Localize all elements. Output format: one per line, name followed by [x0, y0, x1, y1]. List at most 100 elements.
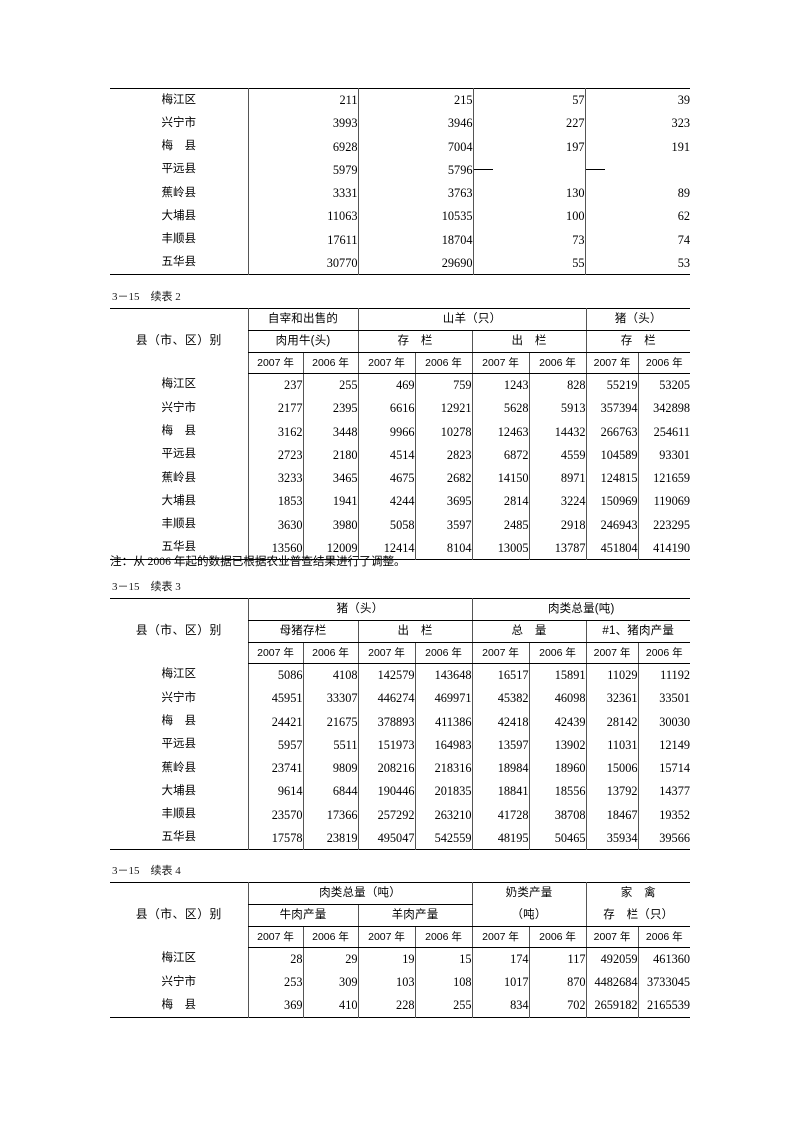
cell-value: 1853 — [247, 489, 303, 514]
cell-value: 2659182 — [585, 994, 639, 1018]
group-header-3-0: 猪（头） — [247, 598, 472, 621]
year-header-2006: 2006 年 — [302, 926, 358, 948]
cell-value: 255 — [414, 994, 473, 1018]
cell-value: 89 — [584, 181, 690, 205]
row-label: 五华县 — [161, 541, 197, 554]
cell-value: 197 — [472, 135, 585, 159]
cell-value — [472, 158, 585, 182]
cell-value: 24421 — [247, 710, 303, 734]
table-3: 县（市、区）别 猪（头） 肉类总量(吨) 母猪存栏 出 栏 总 量 #1、猪肉产… — [110, 598, 690, 850]
cell-value: 5796 — [357, 158, 473, 182]
group-header-4-0: 肉类总量（吨） — [247, 882, 473, 905]
cell-value: 13005 — [471, 536, 530, 560]
table-row: 蕉岭县 3233 3465 4675 2682 14150 8971 124815 121659 — [110, 466, 691, 490]
table-row: 丰顺县 3630 3980 5058 3597 2485 2918 246943 223295 — [110, 513, 691, 537]
table-2: 县（市、区）别 自宰和出售的 山羊（只） 猪（头） 肉用牛(头) 存 栏 出 栏… — [110, 308, 691, 560]
cell-value: 5628 — [471, 396, 530, 421]
cell-value: 2823 — [414, 443, 473, 467]
cell-value — [584, 158, 690, 182]
table-3-wrapper: 县（市、区）别 猪（头） 肉类总量(吨) 母猪存栏 出 栏 总 量 #1、猪肉产… — [110, 598, 690, 850]
cell-value: 309 — [302, 970, 358, 995]
year-header-2007: 2007 年 — [357, 642, 415, 664]
cell-value: 369 — [247, 994, 303, 1018]
stub-header-3: 县（市、区）别 — [135, 623, 222, 638]
cell-value: 3630 — [247, 513, 303, 537]
cell-value: 5979 — [247, 158, 358, 182]
year-header-2007: 2007 年 — [585, 926, 639, 948]
cell-value: 9809 — [302, 756, 358, 780]
sub-header-3-2: 总 量 — [471, 620, 586, 643]
cell-value: 3331 — [247, 181, 358, 205]
cell-value: 4244 — [357, 489, 416, 514]
table-row: 平远县 5957 5511 151973 164983 13597 13902 11031 12… — [110, 733, 690, 757]
cell-value: 6872 — [471, 443, 530, 467]
table-1-body: 梅江区 211 215 57 39 兴宁市 3993 3946 227 323 梅 县 6928 700… — [110, 88, 690, 275]
cell-value: 12414 — [357, 536, 416, 560]
stub-header-4: 县（市、区）别 — [135, 907, 222, 922]
cell-value: 12463 — [471, 420, 530, 444]
cell-value: 2165539 — [637, 994, 691, 1018]
year-header-2006: 2006 年 — [528, 352, 587, 374]
cell-value: 16517 — [471, 663, 529, 687]
table-1: 梅江区 211 215 57 39 兴宁市 3993 3946 227 323 梅 县 6928 700… — [110, 88, 690, 275]
sub-header-3-0: 母猪存栏 — [247, 620, 358, 643]
row-label: 梅江区 — [161, 93, 197, 106]
table-4-year-row: 2007 年 2006 年 2007 年 2006 年 2007 年 2006 年 2007… — [110, 926, 691, 948]
cell-value: 3448 — [302, 420, 359, 444]
cell-value: 39 — [584, 88, 690, 112]
table-4: 县（市、区）别 肉类总量（吨） 奶类产量 家 禽 牛肉产量 羊肉产量 （吨） 存… — [110, 882, 691, 1018]
dash-icon — [473, 169, 493, 171]
cell-value: 3465 — [302, 466, 359, 490]
cell-value: 30030 — [637, 710, 690, 734]
cell-value: 117 — [528, 947, 587, 971]
cell-value: 2395 — [302, 396, 359, 421]
cell-value: 4675 — [357, 466, 416, 490]
cell-value: 74 — [584, 228, 690, 252]
cell-value: 13792 — [585, 779, 638, 804]
row-label: 梅 县 — [161, 714, 197, 727]
cell-value: 5913 — [528, 396, 587, 421]
cell-value: 211 — [247, 88, 358, 112]
table-row: 平远县 2723 2180 4514 2823 6872 4559 104589 93301 — [110, 443, 691, 467]
cell-value: 3946 — [357, 111, 473, 136]
cell-value: 23570 — [247, 803, 303, 827]
cell-value: 23741 — [247, 756, 303, 780]
cell-value: 870 — [528, 970, 587, 995]
sub-header-4-0: 牛肉产量 — [247, 904, 358, 927]
table-row: 梅江区 5086 4108 142579 143648 16517 15891 11029 11… — [110, 663, 690, 687]
table-row: 梅江区 237 255 469 759 1243 828 55219 53205 — [110, 373, 691, 397]
cell-value: 151973 — [357, 733, 415, 757]
table-4-head: 县（市、区）别 肉类总量（吨） 奶类产量 家 禽 牛肉产量 羊肉产量 （吨） 存… — [110, 882, 691, 948]
table-row: 梅 县 6928 7004 197 191 — [110, 135, 690, 159]
cell-value: 13787 — [528, 536, 587, 560]
cell-value: 35934 — [585, 826, 638, 850]
cell-value: 33501 — [637, 686, 690, 711]
cell-value: 263210 — [414, 803, 472, 827]
cell-value: 3980 — [302, 513, 359, 537]
cell-value: 5957 — [247, 733, 303, 757]
cell-value: 191 — [584, 135, 690, 159]
cell-value: 2682 — [414, 466, 473, 490]
cell-value: 255 — [302, 373, 359, 397]
cell-value: 4514 — [357, 443, 416, 467]
cell-value: 2814 — [471, 489, 530, 514]
cell-value: 73 — [472, 228, 585, 252]
row-label: 梅 县 — [161, 424, 197, 437]
table-row: 梅 县 369 410 228 255 834 702 2659182 2165539 — [110, 994, 691, 1018]
row-label: 平远县 — [161, 163, 197, 176]
cell-value: 12009 — [302, 536, 359, 560]
cell-value: 12149 — [637, 733, 690, 757]
cell-value: 46098 — [528, 686, 586, 711]
cell-value: 13560 — [247, 536, 303, 560]
table-1-wrapper: 梅江区 211 215 57 39 兴宁市 3993 3946 227 323 梅 县 6928 700… — [110, 88, 690, 275]
row-label: 蕉岭县 — [161, 761, 197, 774]
cell-value: 414190 — [637, 536, 691, 560]
table-row: 五华县 30770 29690 55 53 — [110, 251, 690, 275]
cell-value: 10278 — [414, 420, 473, 444]
cell-value: 215 — [357, 88, 473, 112]
cell-value: 23819 — [302, 826, 358, 850]
cell-value: 6844 — [302, 779, 358, 804]
cell-value: 201835 — [414, 779, 472, 804]
cell-value: 3763 — [357, 181, 473, 205]
